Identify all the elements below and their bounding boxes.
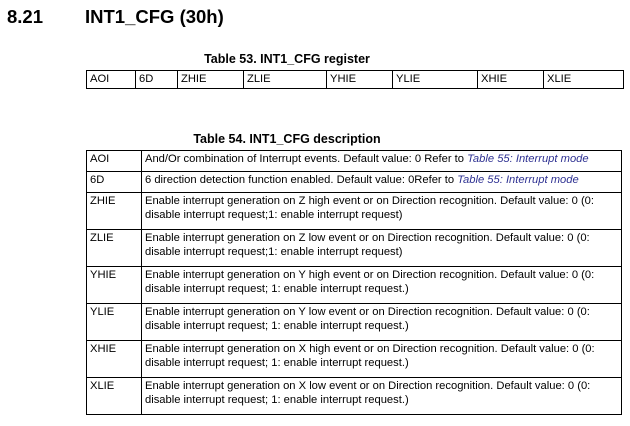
field-name: XLIE — [86, 377, 142, 415]
field-description: Enable interrupt generation on Y high ev… — [141, 266, 622, 304]
table-row: YLIE Enable interrupt generation on Y lo… — [86, 303, 622, 341]
register-bit-zhie: ZHIE — [177, 70, 244, 89]
table-row: YHIE Enable interrupt generation on Y hi… — [86, 266, 622, 304]
register-bit-yhie: YHIE — [326, 70, 393, 89]
field-name: YLIE — [86, 303, 142, 341]
field-description: 6 direction detection function enabled. … — [141, 171, 622, 193]
field-description: And/Or combination of Interrupt events. … — [141, 150, 622, 172]
description-table: AOI And/Or combination of Interrupt even… — [86, 150, 622, 415]
table-row: AOI And/Or combination of Interrupt even… — [86, 150, 622, 172]
section-title: INT1_CFG (30h) — [85, 6, 224, 27]
description-table-caption: Table 54. INT1_CFG description — [193, 132, 381, 146]
table-row: ZHIE Enable interrupt generation on Z hi… — [86, 192, 622, 230]
register-bit-aoi: AOI — [86, 70, 136, 89]
field-description: Enable interrupt generation on Y low eve… — [141, 303, 622, 341]
register-bit-xlie: XLIE — [543, 70, 624, 89]
field-name: YHIE — [86, 266, 142, 304]
field-name: ZLIE — [86, 229, 142, 267]
register-table-caption: Table 53. INT1_CFG register — [204, 52, 370, 66]
register-bit-xhie: XHIE — [477, 70, 544, 89]
table-row: XHIE Enable interrupt generation on X hi… — [86, 340, 622, 378]
register-bit-zlie: ZLIE — [243, 70, 327, 89]
field-description: Enable interrupt generation on Z low eve… — [141, 229, 622, 267]
table-row: ZLIE Enable interrupt generation on Z lo… — [86, 229, 622, 267]
register-bit-ylie: YLIE — [392, 70, 478, 89]
section-number: 8.21 — [7, 6, 44, 27]
field-name: AOI — [86, 150, 142, 172]
register-bits-row: AOI 6D ZHIE ZLIE YHIE YLIE XHIE XLIE — [86, 70, 624, 89]
register-table: AOI 6D ZHIE ZLIE YHIE YLIE XHIE XLIE — [86, 70, 624, 89]
field-name: XHIE — [86, 340, 142, 378]
table-55-link[interactable]: Table 55: Interrupt mode — [457, 174, 579, 186]
field-name: ZHIE — [86, 192, 142, 230]
table-55-link[interactable]: Table 55: Interrupt mode — [467, 153, 589, 165]
register-bit-6d: 6D — [135, 70, 178, 89]
field-name: 6D — [86, 171, 142, 193]
table-row: XLIE Enable interrupt generation on X lo… — [86, 377, 622, 415]
field-description: Enable interrupt generation on X high ev… — [141, 340, 622, 378]
field-description: Enable interrupt generation on Z high ev… — [141, 192, 622, 230]
table-row: 6D 6 direction detection function enable… — [86, 171, 622, 193]
field-description: Enable interrupt generation on X low eve… — [141, 377, 622, 415]
